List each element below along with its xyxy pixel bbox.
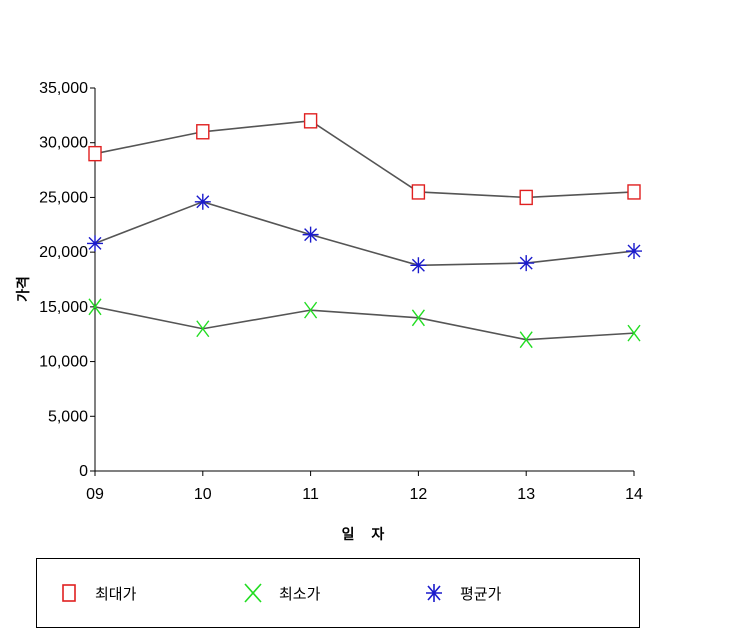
chart-axes	[90, 87, 635, 476]
y-tick-label: 30,000	[39, 135, 88, 152]
y-tick-label: 35,000	[39, 80, 88, 97]
x-tick-label: 10	[194, 486, 212, 503]
x-tick-label: 12	[410, 486, 428, 503]
square-marker	[627, 184, 641, 200]
x-marker	[519, 331, 533, 349]
y-tick-label: 25,000	[39, 189, 88, 206]
asterisk-marker-icon	[426, 584, 442, 602]
x-marker	[304, 301, 318, 319]
asterisk-marker	[302, 226, 319, 243]
legend-label-min: 최소가	[279, 584, 321, 603]
chart-legend: 최대가 최소가 평균가	[36, 558, 640, 628]
legend-item-avg: 평균가	[422, 559, 501, 627]
x-tick-label: 11	[302, 486, 319, 503]
legend-label-max: 최대가	[95, 584, 137, 603]
x-marker	[627, 324, 641, 342]
line-chart: 0 5,000 10,000 15,000 20,000 25,000 30,000 35,0…	[15, 80, 643, 543]
x-tick-label: 13	[517, 486, 535, 503]
y-axis-title: 가격	[15, 276, 32, 302]
asterisk-marker	[410, 257, 427, 274]
asterisk-marker	[87, 235, 103, 252]
square-marker	[303, 113, 318, 129]
legend-item-max: 최대가	[57, 559, 136, 627]
asterisk-marker	[626, 243, 642, 260]
x-marker	[196, 320, 210, 338]
x-marker	[411, 309, 425, 327]
square-marker	[519, 189, 533, 206]
square-marker	[411, 184, 426, 200]
chart-tick-labels: 0 5,000 10,000 15,000 20,000 25,000 30,000 35,0…	[39, 80, 643, 503]
x-tick-label: 14	[625, 486, 643, 503]
chart-series-lines	[94, 120, 635, 341]
series-line-2	[94, 200, 635, 267]
series-line-1	[94, 306, 635, 341]
x-marker-icon	[244, 583, 262, 603]
y-tick-label: 0	[79, 463, 88, 480]
asterisk-marker	[194, 193, 211, 210]
legend-label-avg: 평균가	[460, 584, 502, 603]
asterisk-marker	[518, 255, 535, 272]
square-marker	[88, 145, 102, 162]
series-line-0	[94, 120, 635, 199]
x-tick-label: 09	[86, 486, 104, 503]
legend-item-min: 최소가	[241, 559, 320, 627]
y-tick-label: 5,000	[48, 408, 88, 425]
square-marker-icon	[62, 584, 76, 602]
square-marker	[196, 124, 210, 140]
chart-markers	[87, 113, 642, 349]
x-axis-title: 일 자	[342, 527, 391, 543]
y-tick-label: 10,000	[39, 354, 88, 371]
y-tick-label: 15,000	[39, 299, 88, 316]
y-tick-label: 20,000	[39, 244, 88, 261]
x-marker	[88, 298, 102, 316]
